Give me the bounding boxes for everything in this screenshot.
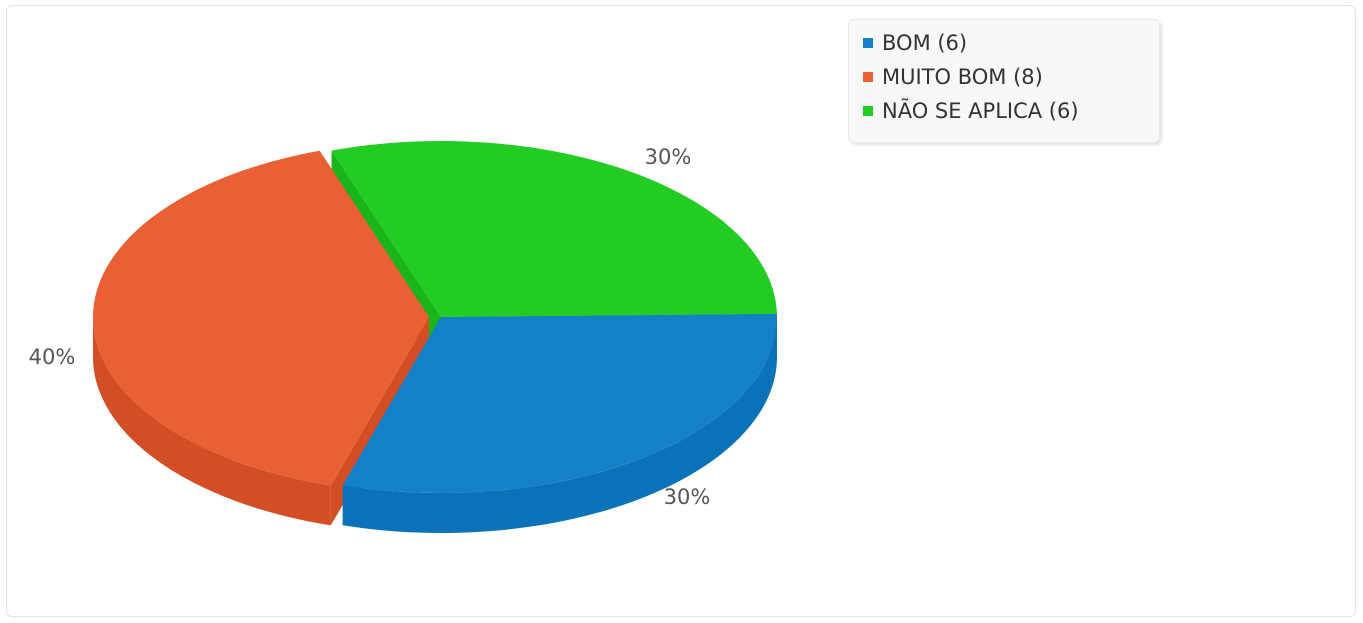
legend-swatch-muito-bom xyxy=(863,72,873,82)
pie-label-bom: 30% xyxy=(664,485,711,509)
pie-side-muito-bom xyxy=(93,317,331,526)
pie-side-bom xyxy=(342,317,777,533)
legend-swatch-nao-se-aplica xyxy=(863,106,873,116)
pie-slice-bom[interactable] xyxy=(342,313,778,493)
pie-label-muito-bom: 40% xyxy=(29,345,76,369)
pie-tops xyxy=(93,140,778,493)
legend-label-muito-bom: MUITO BOM (8) xyxy=(882,65,1043,89)
legend-swatch-bom xyxy=(863,38,873,48)
pie-slice-muito-bom[interactable] xyxy=(93,150,430,486)
legend-item-bom[interactable]: BOM (6) xyxy=(863,26,1159,60)
pie-label-nao-se-aplica: 30% xyxy=(645,145,692,169)
legend-label-bom: BOM (6) xyxy=(882,31,968,55)
legend-label-nao-se-aplica: NÃO SE APLICA (6) xyxy=(882,99,1079,123)
pie-slice-nao-se-aplica[interactable] xyxy=(331,140,777,317)
legend-item-muito-bom[interactable]: MUITO BOM (8) xyxy=(863,60,1159,94)
chart-legend: BOM (6) MUITO BOM (8) NÃO SE APLICA (6) xyxy=(848,19,1160,143)
legend-item-nao-se-aplica[interactable]: NÃO SE APLICA (6) xyxy=(863,94,1159,128)
